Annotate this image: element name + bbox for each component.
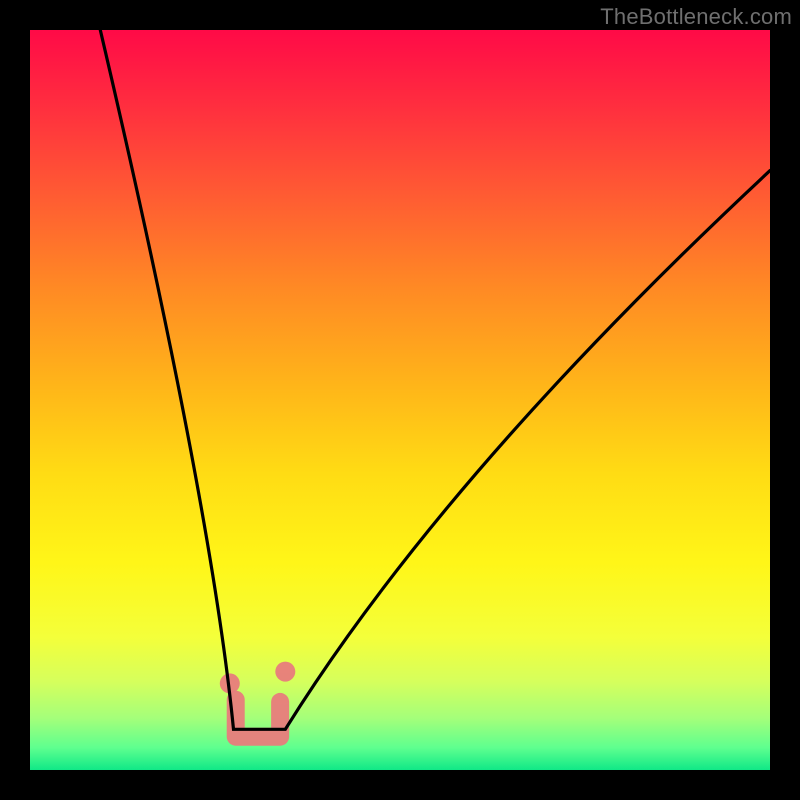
chart-root: TheBottleneck.com: [0, 0, 800, 800]
bottleneck-curve: [100, 30, 770, 729]
marker-dot-right: [275, 662, 295, 682]
curve-layer: [30, 30, 770, 770]
watermark-text: TheBottleneck.com: [600, 4, 792, 30]
marker-u-shape: [236, 700, 280, 737]
plot-area: [30, 30, 770, 770]
